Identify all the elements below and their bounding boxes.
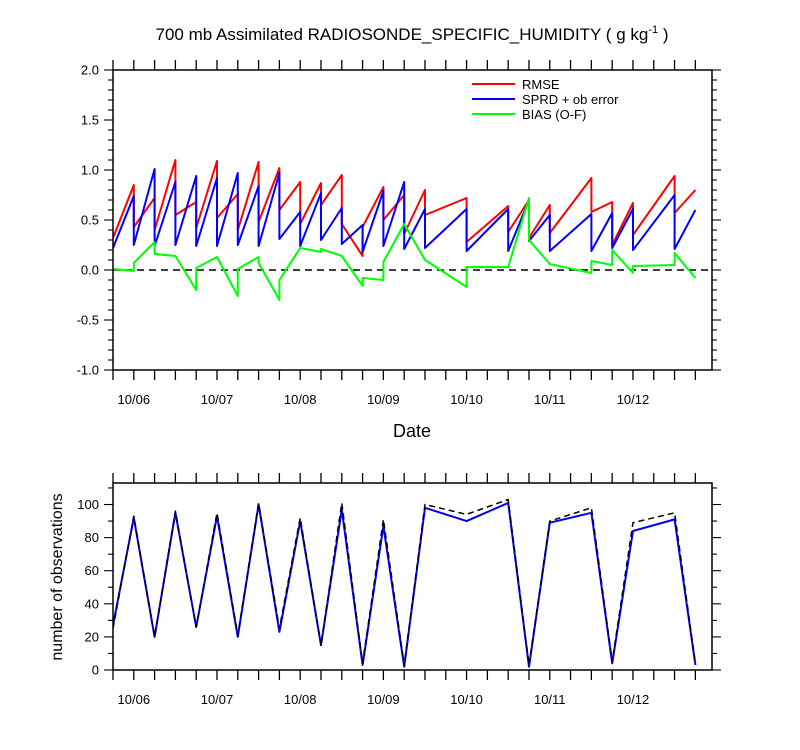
top-panel: -1.0 -0.5 0.0 0.5 1.0 1.5 2.0 10/06 10/07 10/08 10…: [77, 60, 721, 407]
y-tick-label: 0.0: [81, 263, 99, 278]
y-tick-label: 0: [92, 663, 99, 678]
chart-title: 700 mb Assimilated RADIOSONDE_SPECIFIC_H…: [156, 24, 669, 44]
y-tick-label: 0.5: [81, 213, 99, 228]
bottom-panel: 0 20 40 60 80 100 10/06 10/07 10/08 10/09 10/10 10/…: [77, 473, 721, 707]
x-tick-label: 10/06: [118, 392, 151, 407]
y-tick-label: 60: [85, 563, 99, 578]
x-axis-title: Date: [393, 421, 431, 441]
y-tick-label: 20: [85, 629, 99, 644]
x-tick-label: 10/11: [534, 392, 566, 407]
x-tick-label: 10/07: [201, 692, 234, 707]
y-tick-label: -0.5: [77, 313, 99, 328]
x-tick-label: 10/10: [450, 392, 483, 407]
x-tick-label: 10/12: [617, 692, 650, 707]
y-tick-label: 40: [85, 596, 99, 611]
x-tick-label: 10/09: [367, 392, 400, 407]
x-tick-label: 10/12: [617, 392, 650, 407]
legend-bias-label: BIAS (O-F): [522, 107, 586, 122]
bottom-series-group: [113, 498, 697, 668]
y-axis-title-bottom: number of observations: [49, 493, 66, 660]
top-plot-frame: [112, 69, 713, 371]
top-series-sprd-ob-error: [113, 168, 697, 253]
y-tick-label: 80: [85, 530, 99, 545]
x-tick-label: 10/09: [367, 692, 400, 707]
y-tick-label: 100: [77, 497, 99, 512]
top-series-group: [113, 159, 697, 301]
x-tick-label: 10/06: [118, 692, 151, 707]
bottom-plot-frame: [112, 482, 713, 671]
x-tick-label: 10/08: [284, 392, 317, 407]
y-tick-label: 1.5: [81, 113, 99, 128]
x-tick-label: 10/11: [534, 692, 566, 707]
legend: RMSE SPRD + ob error BIAS (O-F): [472, 77, 619, 122]
y-tick-label: 1.0: [81, 163, 99, 178]
top-series-bias-o-f-: [113, 197, 697, 301]
x-tick-label: 10/08: [284, 692, 317, 707]
bottom-series-observations-assimilated: [113, 501, 697, 668]
x-tick-label: 10/10: [450, 692, 483, 707]
x-tick-label: 10/07: [201, 392, 234, 407]
legend-rmse-label: RMSE: [522, 77, 560, 92]
y-tick-label: 2.0: [81, 63, 99, 78]
legend-sprd-label: SPRD + ob error: [522, 92, 619, 107]
y-tick-label: -1.0: [77, 363, 99, 378]
bottom-series-observations-possible: [113, 498, 697, 666]
